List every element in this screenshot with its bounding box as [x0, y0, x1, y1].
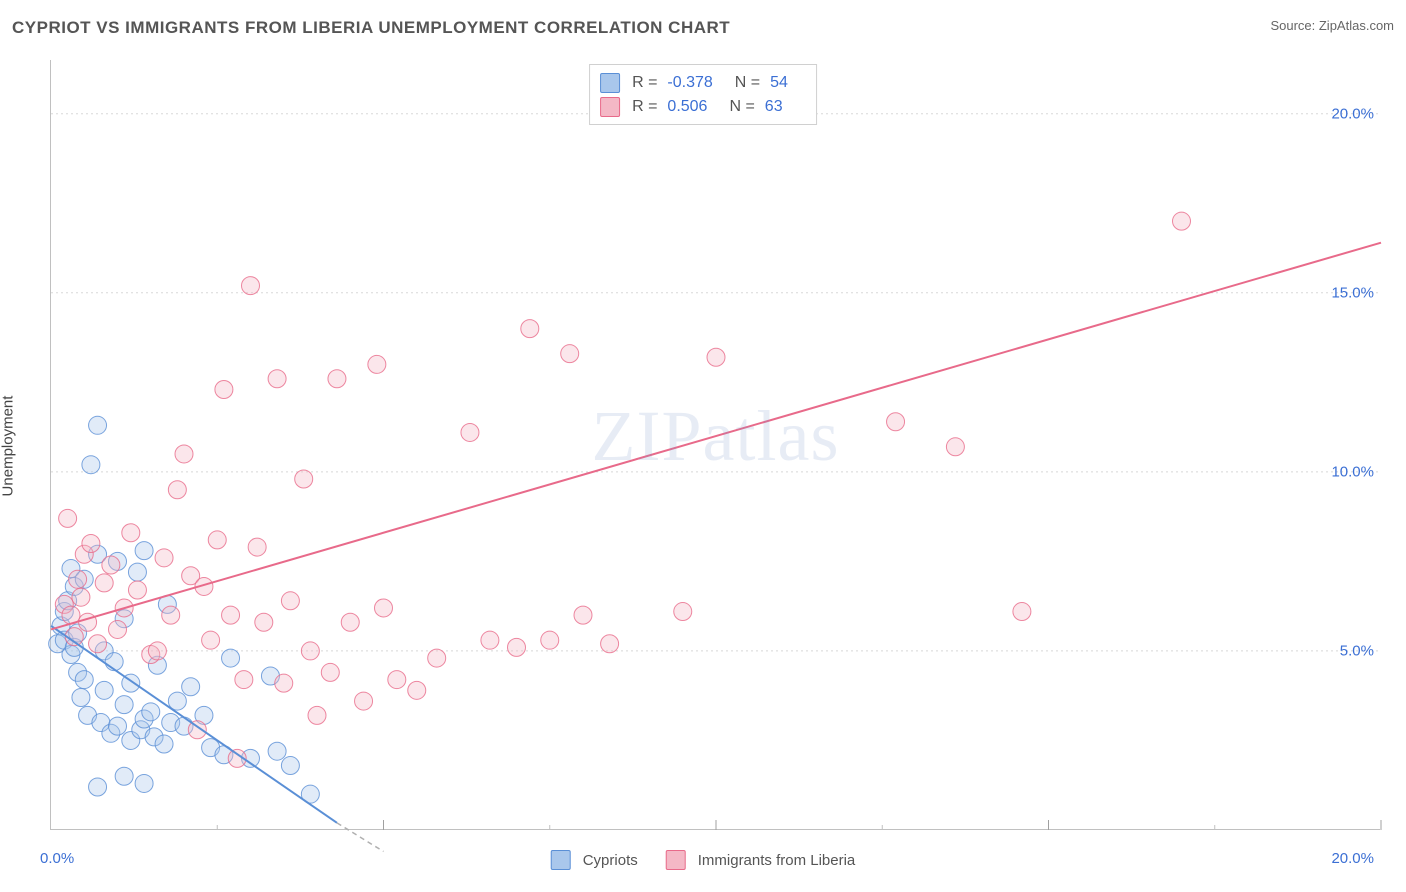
legend-item-1: Cypriots — [551, 850, 638, 870]
n-label: N = — [729, 95, 754, 119]
plot-area: ZIPatlas 5.0% 10.0% 15.0% 20.0% — [50, 60, 1380, 830]
stats-row-1: R = -0.378 N = 54 — [600, 71, 802, 95]
n-value-1: 54 — [770, 71, 788, 95]
r-value-2: 0.506 — [667, 95, 707, 119]
legend-label-2: Immigrants from Liberia — [698, 852, 856, 869]
y-tick-label: 5.0% — [1340, 642, 1374, 659]
legend-label-1: Cypriots — [583, 852, 638, 869]
x-tick-start: 0.0% — [40, 850, 74, 867]
stats-row-2: R = 0.506 N = 63 — [600, 95, 802, 119]
stats-box: R = -0.378 N = 54 R = 0.506 N = 63 — [589, 64, 817, 125]
chart-title: CYPRIOT VS IMMIGRANTS FROM LIBERIA UNEMP… — [12, 18, 730, 37]
legend: Cypriots Immigrants from Liberia — [551, 850, 856, 870]
source-label: Source: ZipAtlas.com — [1270, 18, 1394, 33]
r-label: R = — [632, 95, 657, 119]
y-axis-label: Unemployment — [0, 396, 17, 497]
swatch-series-1 — [600, 73, 620, 93]
y-tick-label: 10.0% — [1331, 463, 1374, 480]
n-label: N = — [735, 71, 760, 95]
y-tick-label: 15.0% — [1331, 284, 1374, 301]
r-label: R = — [632, 71, 657, 95]
y-tick-label: 20.0% — [1331, 105, 1374, 122]
legend-item-2: Immigrants from Liberia — [666, 850, 856, 870]
r-value-1: -0.378 — [667, 71, 712, 95]
swatch-series-2 — [666, 850, 686, 870]
swatch-series-1 — [551, 850, 571, 870]
x-tick-end: 20.0% — [1331, 850, 1374, 867]
chart-svg — [51, 60, 1380, 829]
swatch-series-2 — [600, 97, 620, 117]
n-value-2: 63 — [765, 95, 783, 119]
